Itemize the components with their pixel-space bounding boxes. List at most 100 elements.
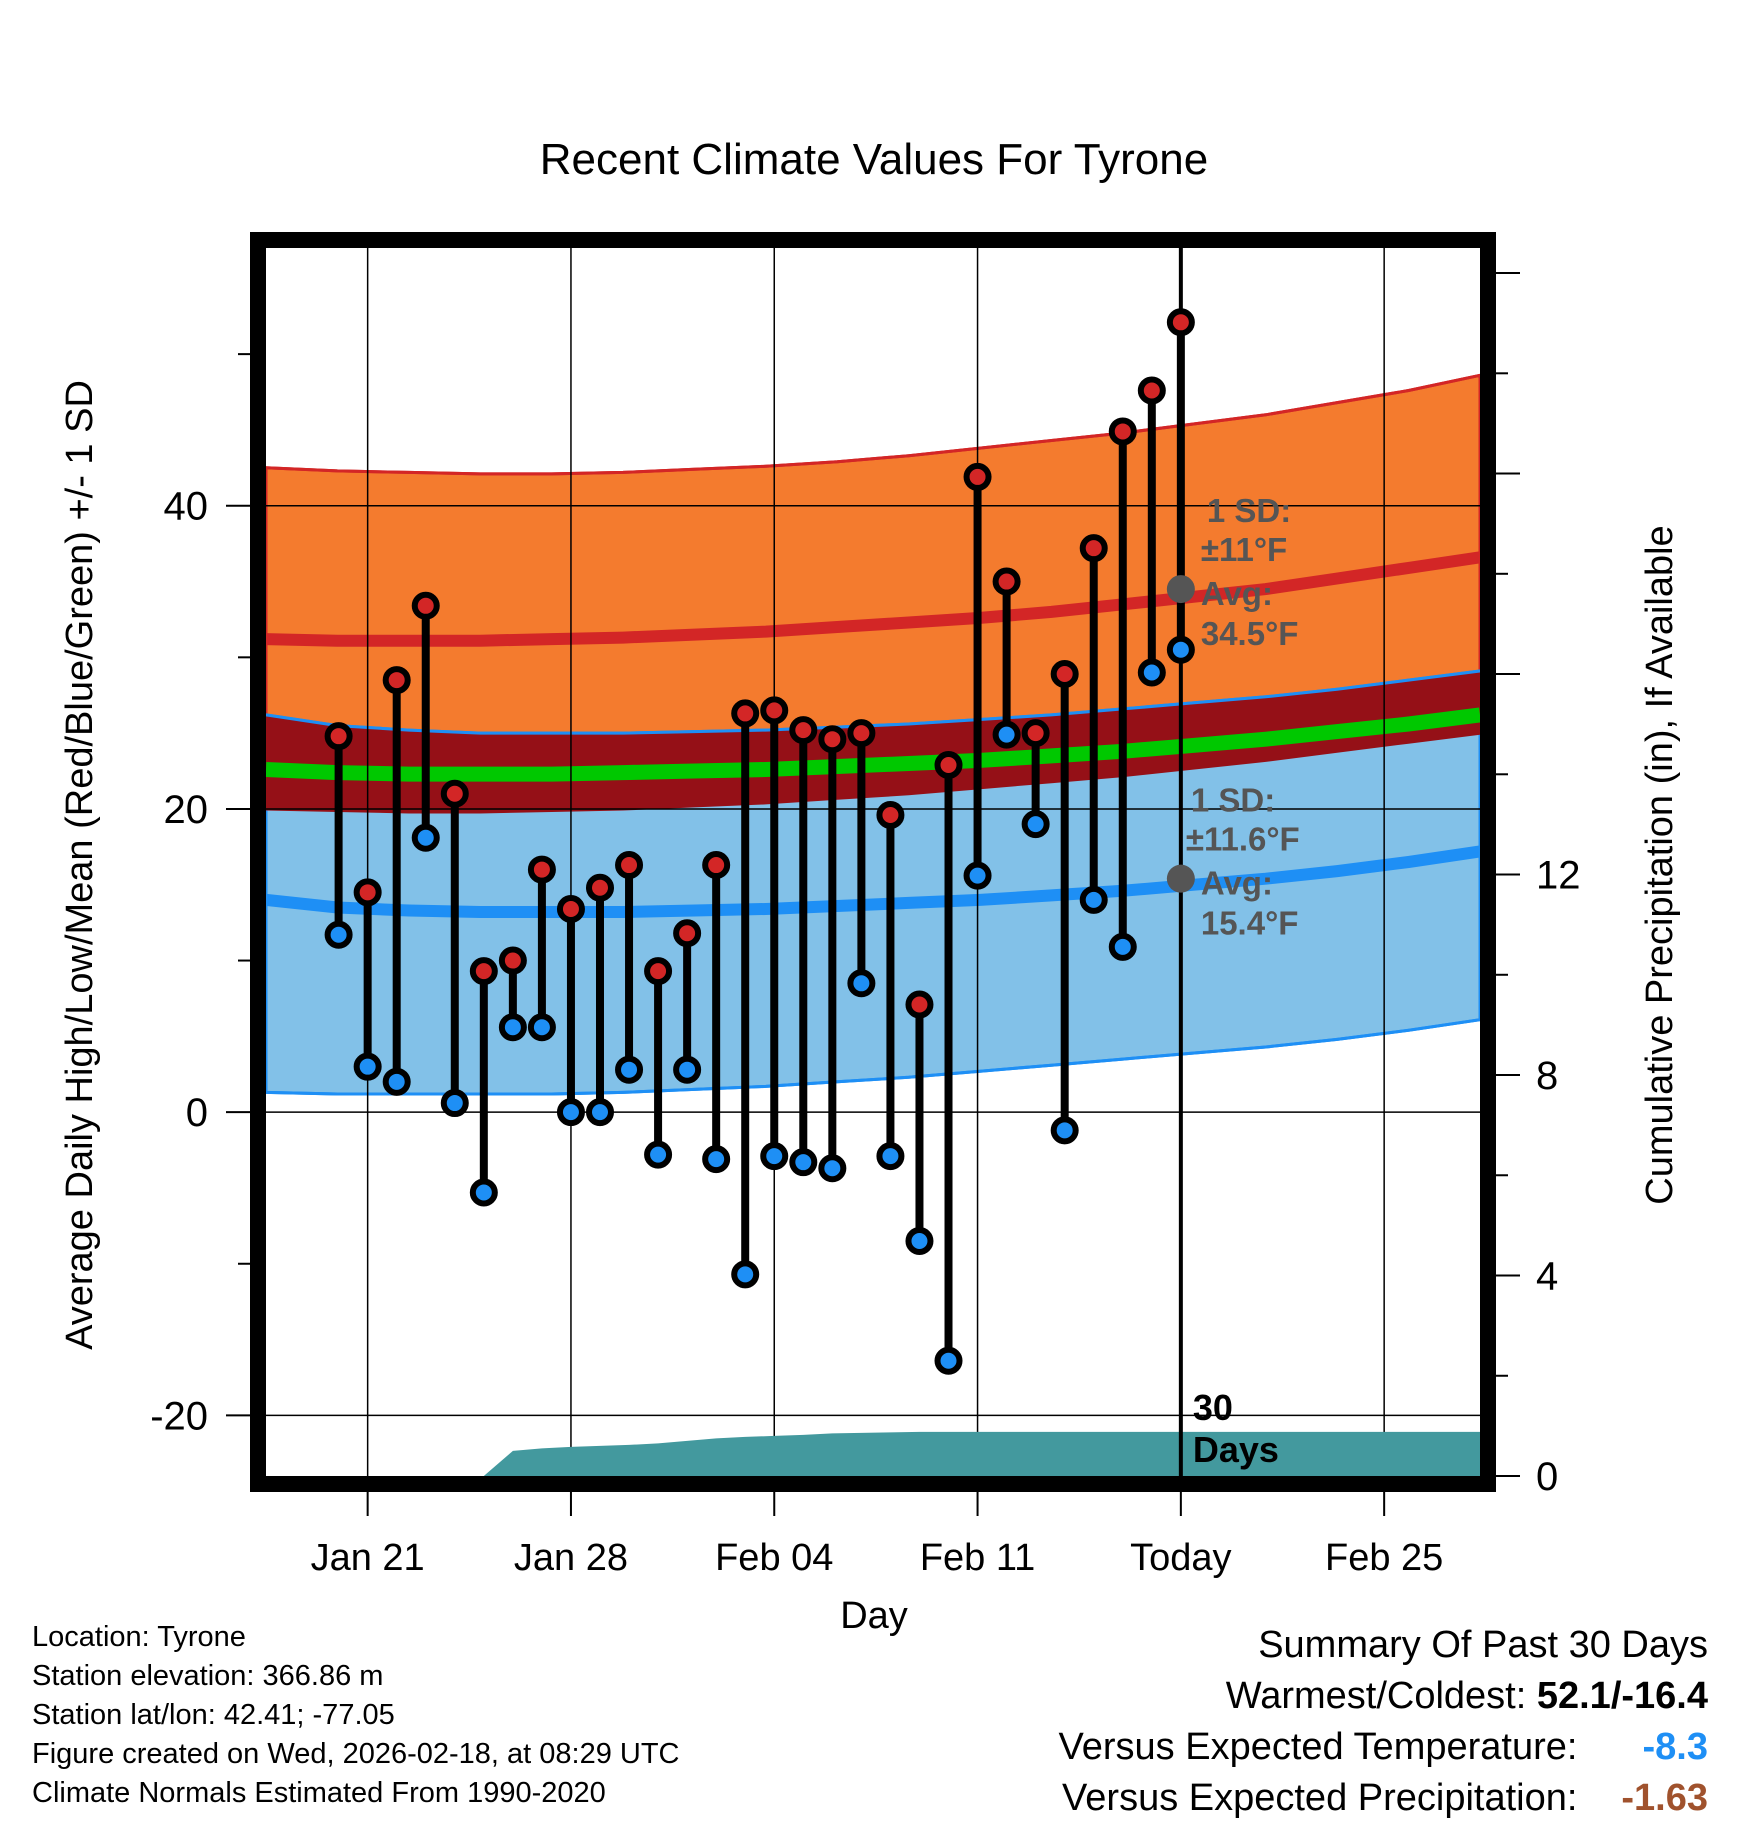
- plot-frame: [250, 232, 1496, 1492]
- warmest-value: 52.1/-16.4: [1536, 1675, 1708, 1717]
- daily-high-point: [440, 779, 469, 808]
- daily-low-point: [963, 861, 992, 890]
- daily-low-point: [644, 1140, 673, 1169]
- summary-precip-row: Versus Expected Precipitation: -1.63: [1059, 1773, 1708, 1824]
- y2-tick-label: 4: [1536, 1255, 1558, 1299]
- daily-high-point: [963, 462, 992, 491]
- daily-low-point: [992, 720, 1021, 749]
- daily-low-point: [1079, 885, 1108, 914]
- daily-high-point: [353, 878, 382, 907]
- daily-high-point: [673, 919, 702, 948]
- daily-low-point: [615, 1055, 644, 1084]
- daily-low-point: [1021, 810, 1050, 839]
- daily-high-point: [382, 666, 411, 695]
- daily-low-point: [1166, 635, 1195, 664]
- x-tick-label: Jan 28: [514, 1537, 628, 1579]
- station-info: Location: Tyrone Station elevation: 366.…: [32, 1618, 680, 1813]
- daily-high-point: [1050, 660, 1079, 689]
- normal-low-line: [265, 845, 1481, 918]
- x-tick-label: Feb 11: [920, 1537, 1035, 1579]
- daily-high-point: [731, 699, 760, 728]
- precip-label: Versus Expected Precipitation:: [1062, 1777, 1578, 1819]
- low-minus-sd-line: [265, 1018, 1481, 1096]
- low-avg-label: Avg:: [1201, 865, 1273, 902]
- y-tick-label: -20: [150, 1394, 208, 1438]
- daily-high-point: [876, 801, 905, 830]
- high-plus-sd-line: [265, 373, 1481, 476]
- daily-low-point: [905, 1227, 934, 1256]
- y-tick-label: 20: [164, 788, 209, 832]
- daily-high-point: [1137, 376, 1166, 405]
- daily-low-point: [876, 1142, 905, 1171]
- daily-high-point: [905, 990, 934, 1019]
- daily-high-point: [1166, 308, 1195, 337]
- daily-high-point: [1079, 534, 1108, 563]
- high-avg-marker: [1166, 575, 1195, 604]
- precip-area: [338, 1431, 1481, 1476]
- elevation-text: Station elevation: 366.86 m: [32, 1660, 384, 1692]
- y2-tick-label: 8: [1536, 1054, 1558, 1098]
- summary-temp-row: Versus Expected Temperature: -8.3: [1059, 1722, 1708, 1773]
- y2-tick-label: 12: [1536, 854, 1581, 898]
- x-tick-label: Feb 25: [1325, 1537, 1443, 1579]
- daily-low-point: [1108, 932, 1137, 961]
- daily-high-point: [585, 873, 614, 902]
- daily-high-point: [615, 851, 644, 880]
- daily-high-point: [469, 957, 498, 986]
- daily-low-point: [353, 1052, 382, 1081]
- daily-low-point: [731, 1260, 760, 1289]
- low-avg-marker: [1166, 864, 1195, 893]
- high-sd-label: 1 SD:: [1207, 492, 1291, 529]
- daily-high-point: [847, 719, 876, 748]
- daily-low-point: [789, 1148, 818, 1177]
- daily-low-point: [382, 1067, 411, 1096]
- daily-low-point: [585, 1098, 614, 1127]
- low-avg-value: 15.4°F: [1201, 905, 1299, 942]
- daily-high-point: [702, 851, 731, 880]
- daily-high-point: [498, 946, 527, 975]
- x-tick-label: Feb 04: [715, 1537, 833, 1579]
- daily-low-point: [411, 823, 440, 852]
- daily-low-point: [324, 920, 353, 949]
- x-axis-label: Day: [840, 1595, 908, 1637]
- daily-high-point: [411, 591, 440, 620]
- y-tick-label: 0: [186, 1091, 208, 1135]
- daily-high-point: [760, 696, 789, 725]
- daily-low-point: [760, 1142, 789, 1171]
- daily-high-point: [1108, 417, 1137, 446]
- daily-high-point: [324, 722, 353, 751]
- temp-label: Versus Expected Temperature:: [1058, 1726, 1578, 1768]
- high-avg-label: Avg:: [1201, 575, 1273, 612]
- daily-high-point: [556, 894, 585, 923]
- chart-title: Recent Climate Values For Tyrone: [540, 135, 1208, 184]
- high-avg-value: 34.5°F: [1201, 615, 1299, 652]
- daily-high-point: [934, 750, 963, 779]
- warmest-label: Warmest/Coldest:: [1225, 1675, 1527, 1717]
- normal-high-line: [265, 551, 1481, 647]
- daily-low-point: [934, 1346, 963, 1375]
- days-number: 30: [1193, 1387, 1233, 1428]
- created-text: Figure created on Wed, 2026-02-18, at 08…: [32, 1738, 680, 1770]
- daily-high-point: [818, 725, 847, 754]
- daily-low-point: [673, 1055, 702, 1084]
- normal-mean-line: [265, 707, 1481, 782]
- low-sd-label: 1 SD:: [1191, 782, 1275, 819]
- daily-high-point: [992, 567, 1021, 596]
- daily-high-point: [527, 855, 556, 884]
- days-word: Days: [1193, 1429, 1279, 1470]
- summary-warmest-row: Warmest/Coldest: 52.1/-16.4: [1059, 1671, 1708, 1722]
- daily-low-point: [818, 1154, 847, 1183]
- daily-low-point: [1050, 1116, 1079, 1145]
- daily-low-point: [847, 969, 876, 998]
- y-tick-label: 40: [164, 485, 209, 529]
- daily-low-point: [498, 1013, 527, 1042]
- high-sd-value: ±11°F: [1201, 531, 1287, 568]
- summary-panel: Summary Of Past 30 Days Warmest/Coldest:…: [1059, 1620, 1708, 1824]
- precip-value: -1.63: [1621, 1777, 1708, 1819]
- temp-value: -8.3: [1642, 1726, 1708, 1768]
- low-sd-value: ±11.6°F: [1186, 821, 1300, 858]
- x-tick-label: Jan 21: [311, 1537, 425, 1579]
- daily-high-point: [1021, 719, 1050, 748]
- daily-low-point: [440, 1089, 469, 1118]
